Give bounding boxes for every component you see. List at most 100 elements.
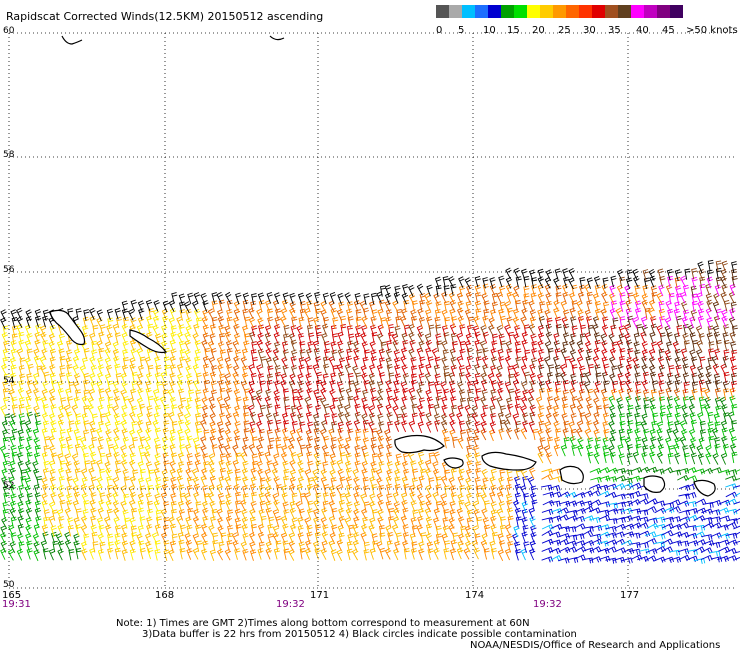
wind-barb: [261, 357, 266, 368]
wind-barb: [251, 501, 257, 512]
wind-barb: [491, 397, 497, 408]
wind-barb: [26, 396, 32, 407]
wind-barb: [321, 477, 327, 488]
wind-barb: [371, 444, 377, 455]
wind-barb: [41, 366, 47, 377]
wind-barb: [561, 348, 567, 359]
wind-barb: [37, 476, 42, 487]
wind-barb: [402, 309, 408, 320]
wind-barb: [42, 349, 48, 360]
lat-label-58: 58: [3, 150, 14, 160]
wind-barb: [122, 541, 128, 552]
wind-barb: [42, 429, 48, 440]
wind-barb: [283, 413, 289, 424]
wind-barb: [436, 485, 441, 496]
wind-barb: [314, 317, 320, 328]
wind-barb: [292, 518, 297, 529]
wind-barb: [341, 325, 346, 336]
lon-label-168: 168: [155, 590, 174, 601]
wind-barb: [725, 484, 736, 490]
wind-barb: [146, 462, 152, 473]
wind-barb: [370, 502, 376, 513]
wind-barb: [17, 549, 23, 560]
wind-barb: [594, 294, 600, 305]
wind-barb: [481, 494, 487, 505]
wind-barb: [4, 397, 10, 408]
wind-barb: [42, 397, 48, 408]
wind-barb: [172, 405, 178, 416]
wind-barb: [555, 349, 561, 360]
wind-barb: [677, 326, 682, 337]
wind-barb: [521, 469, 527, 480]
wind-barb: [274, 500, 280, 511]
wind-barb: [522, 340, 528, 351]
wind-barb: [3, 438, 8, 449]
wind-barb: [734, 478, 740, 483]
wind-barb: [347, 549, 353, 560]
wind-barb: [251, 373, 256, 384]
wind-barb: [718, 540, 729, 546]
wind-barb: [427, 285, 433, 296]
wind-barb: [155, 428, 161, 439]
wind-barb: [580, 285, 586, 296]
wind-barb: [122, 373, 128, 384]
wind-barb: [731, 444, 737, 455]
wind-barb: [72, 454, 78, 465]
wind-barb: [178, 364, 184, 375]
wind-barb: [530, 549, 536, 560]
wind-barb: [516, 357, 522, 368]
wind-barb: [499, 276, 505, 287]
wind-barb: [717, 508, 728, 514]
wind-barb: [514, 334, 520, 345]
wind-barb: [10, 436, 16, 447]
wind-barb: [524, 286, 529, 297]
wind-barb: [404, 549, 409, 560]
wind-barb: [434, 452, 440, 463]
wind-barb: [475, 276, 480, 287]
wind-barb: [346, 388, 352, 399]
wind-barb: [115, 421, 121, 432]
wind-barb: [690, 333, 696, 344]
wind-barb: [145, 452, 151, 463]
wind-barb: [250, 332, 256, 343]
wind-barb: [711, 557, 722, 563]
wind-barb: [179, 510, 185, 521]
wind-barb: [574, 509, 585, 514]
wind-barb: [412, 413, 417, 424]
wind-barb: [660, 412, 665, 423]
wind-barb: [211, 325, 217, 336]
wind-barb: [220, 501, 226, 512]
wind-barb: [707, 277, 713, 288]
wind-barb: [361, 533, 367, 544]
wind-barb: [259, 374, 264, 385]
wind-barb: [481, 429, 487, 440]
wind-barb: [139, 478, 145, 489]
wind-barb: [340, 477, 346, 488]
wind-barb: [34, 485, 39, 496]
wind-barb: [442, 292, 448, 303]
wind-barb: [732, 366, 738, 377]
wind-barb: [321, 388, 327, 399]
wind-barb: [164, 518, 169, 529]
wind-barb: [435, 374, 440, 385]
coastline-island: [62, 36, 82, 44]
wind-barb: [395, 326, 400, 337]
wind-barb: [450, 420, 456, 431]
wind-barb: [428, 549, 433, 560]
wind-barb: [458, 438, 464, 449]
wind-barb: [565, 357, 570, 368]
wind-barb: [19, 485, 25, 496]
wind-barb: [594, 453, 600, 464]
wind-barb: [308, 422, 313, 433]
wind-barb: [356, 310, 361, 321]
wind-barb: [551, 477, 562, 483]
wind-barb: [363, 438, 369, 449]
wind-barb: [364, 486, 370, 497]
wind-barb: [387, 388, 393, 399]
wind-barb: [195, 422, 201, 433]
wind-barb: [315, 292, 320, 303]
wind-barb: [637, 517, 648, 523]
wind-barb: [572, 397, 578, 408]
wind-barb: [411, 461, 417, 472]
wind-barb: [9, 549, 15, 560]
